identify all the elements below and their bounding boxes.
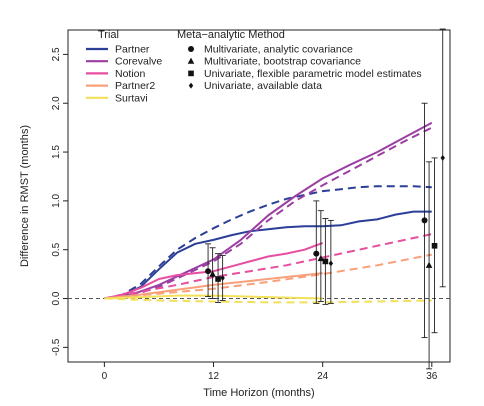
estimate-square [322,218,329,305]
estimate-circle [421,102,428,339]
marker-diamond [220,275,225,282]
marker-diamond [188,82,194,89]
y-tick-label: 1.5 [51,145,62,159]
trial-legend-title: Trial [98,29,119,41]
axes-layer: 0 12 24 36 -0.5 0.0 0.5 1.0 1.5 2.0 2.5 [51,47,438,382]
estimate-square [431,157,438,334]
y-tick-label: -0.5 [51,338,62,356]
series-line-partner2-dashed [104,253,432,300]
estimate-triangle [209,247,216,299]
x-tick-label: 36 [426,371,438,382]
plot-frame [67,29,451,363]
series-line-partner2-solid [104,272,323,300]
series-line-partner-dashed [104,185,432,300]
marker-triangle [317,254,325,262]
marker-circle [188,46,194,52]
legend-label-partner2: Partner2 [115,80,155,92]
y-tick-label: 0.5 [51,242,62,256]
marker-diamond [328,260,334,267]
estimate-diamond [327,219,334,304]
marker-circle [421,217,428,224]
y-tick-label: 2.0 [51,96,62,110]
x-tick-label: 0 [102,371,108,382]
y-tick-label: 2.5 [51,47,62,61]
series-line-notion-solid [104,241,324,300]
estimate-diamond [219,255,226,301]
marker-square [215,276,221,282]
series-layer [104,121,433,304]
estimate-circle [313,200,320,304]
legend-label-circle: Multivariate, analytic covariance [204,44,353,56]
estimate-triangle [317,210,325,302]
marker-circle [313,250,320,257]
series-line-corevalve-dashed [104,126,433,300]
estimate-diamond [439,28,446,288]
y-tick-label: 0.0 [51,291,62,305]
y-tick-label: 1.0 [51,193,62,207]
estimate-square [215,253,222,303]
series-line-partner-solid [104,210,432,300]
legend-label-partner: Partner [115,44,150,56]
legend-label-triangle: Multivariate, bootstrap covariance [204,56,361,68]
marker-triangle [209,270,216,277]
marker-diamond [440,154,445,161]
legend-label-notion: Notion [115,68,146,80]
marker-square [322,258,329,265]
x-tick-label: 12 [208,371,220,382]
estimates-layer [205,28,446,370]
method-legend-title: Meta−analytic Method [177,29,285,41]
legend-label-diamond: Univariate, available data [204,80,322,92]
x-tick-label: 24 [317,371,329,382]
marker-circle [205,268,212,275]
marker-square [188,70,194,77]
x-axis-label: Time Horizon (months) [203,387,314,399]
series-line-surtavi-solid [104,294,323,300]
legend-label-surtavi: Surtavi [115,92,148,104]
series-line-surtavi-dashed [104,297,432,304]
estimate-triangle [425,161,433,370]
marker-triangle [425,261,433,268]
legend-layer: Trial PartnerCorevalveNotionPartner2Surta… [86,29,422,104]
legend-label-square: Univariate, flexible parametric model es… [204,68,422,80]
estimate-circle [205,243,212,298]
series-line-corevalve-solid [104,121,433,300]
series-line-notion-dashed [104,233,433,300]
marker-square [431,243,438,249]
marker-triangle [187,57,195,64]
legend-label-corevalve: Corevalve [115,56,162,68]
y-axis-label: Difference in RMST (months) [19,125,31,267]
